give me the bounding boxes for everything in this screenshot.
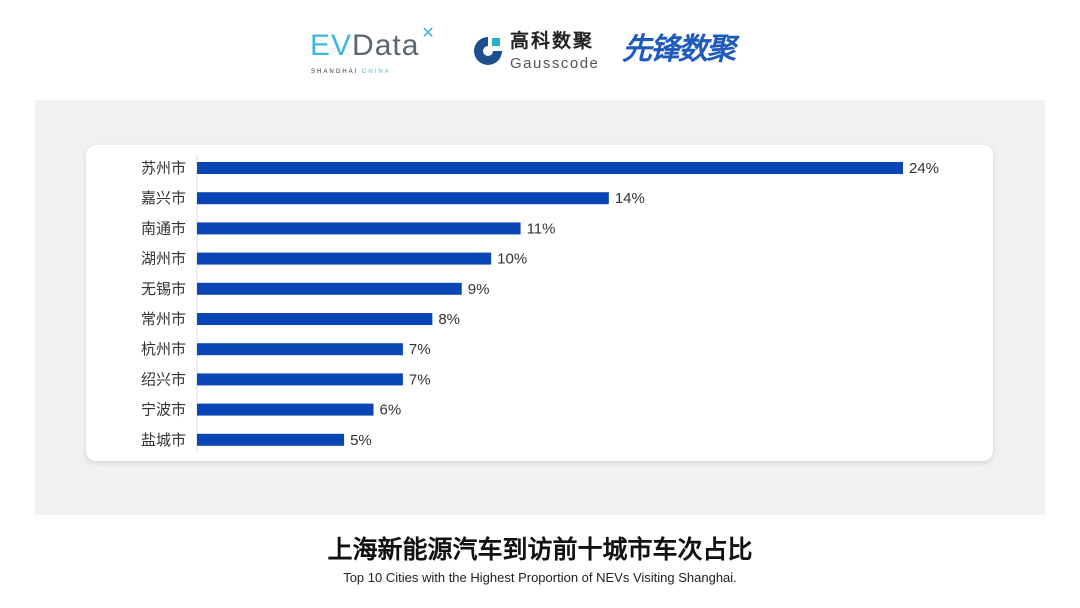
- bar: [197, 192, 609, 205]
- category-label: 杭州市: [141, 340, 186, 358]
- gausscode-logo-cn: 高科数聚: [510, 30, 595, 52]
- bar: [197, 373, 403, 386]
- gausscode-logo-icon: [474, 37, 502, 65]
- chart-title: 上海新能源汽车到访前十城市车次占比: [327, 535, 753, 564]
- data-label: 24%: [909, 160, 939, 177]
- data-label: 14%: [615, 190, 645, 207]
- category-label: 苏州市: [141, 159, 186, 177]
- bar: [197, 433, 345, 446]
- bar: [197, 162, 903, 174]
- bar: [197, 282, 462, 295]
- chart-subtitle: Top 10 Cities with the Highest Proportio…: [343, 570, 737, 585]
- data-label: 5%: [350, 432, 372, 449]
- data-label: 8%: [438, 311, 460, 328]
- evdata-logo-subtitle: SHANGHAI CHINA: [311, 69, 391, 75]
- bar: [197, 403, 374, 416]
- data-label: 11%: [527, 220, 556, 237]
- data-label: 7%: [409, 341, 431, 358]
- category-label: 嘉兴市: [141, 189, 186, 207]
- category-label: 绍兴市: [141, 370, 186, 388]
- bar: [197, 252, 492, 265]
- xianfeng-logo: 先锋数聚: [622, 32, 736, 67]
- evdata-logo: EVData ✕: [310, 25, 436, 62]
- category-label: 宁波市: [141, 401, 186, 419]
- logo-bar: EVData ✕ SHANGHAI CHINA 高科数聚 Gausscode 先锋…: [0, 24, 1080, 79]
- gausscode-logo-en: Gausscode: [510, 55, 600, 72]
- data-label: 7%: [409, 371, 431, 388]
- bar: [197, 222, 521, 235]
- category-label: 南通市: [141, 219, 186, 237]
- data-label: 9%: [468, 281, 490, 298]
- bar: [197, 313, 433, 325]
- category-label: 无锡市: [141, 280, 186, 298]
- evdata-x-mark: ✕: [421, 25, 436, 42]
- data-label: 10%: [497, 251, 527, 268]
- category-label: 常州市: [141, 310, 186, 328]
- category-label: 盐城市: [141, 431, 186, 449]
- bar: [197, 343, 403, 356]
- category-label: 湖州市: [141, 250, 186, 268]
- data-label: 6%: [380, 402, 402, 419]
